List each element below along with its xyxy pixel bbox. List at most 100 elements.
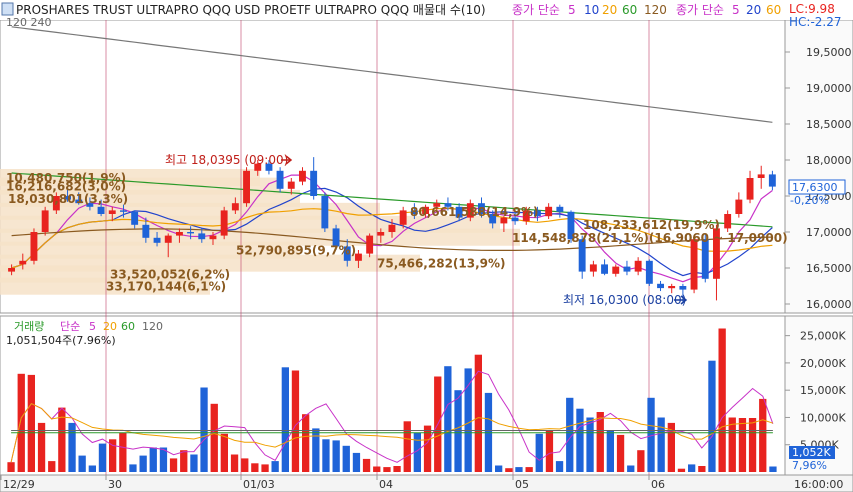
chart-title: PROSHARES TRUST ULTRAPRO QQQ USD PROETF … xyxy=(16,3,486,17)
volume-bar xyxy=(464,368,472,472)
volume-bar xyxy=(423,425,432,472)
ma5-line xyxy=(11,174,773,283)
volume-bar xyxy=(119,432,127,472)
volume-bar xyxy=(332,440,340,472)
candle-body xyxy=(478,203,485,214)
candle-body xyxy=(466,203,474,218)
candle-body xyxy=(287,181,295,189)
volume-ma5-line xyxy=(10,370,774,463)
volume-bar xyxy=(373,466,381,472)
volume-profile-label: 16,216,682(3,0%) xyxy=(6,180,126,194)
volume-bar xyxy=(606,430,614,472)
current-price-box xyxy=(788,179,846,195)
settings-icon[interactable] xyxy=(1,2,14,16)
price-tick-label: 17,0000 xyxy=(806,226,852,239)
volume-bar xyxy=(759,398,767,472)
candle-body xyxy=(30,232,38,261)
ma60-legend: 60 xyxy=(622,3,637,17)
volume-moving-averages xyxy=(10,370,774,463)
ma2-60-legend: 60 xyxy=(766,3,781,17)
volume-panel xyxy=(0,315,786,476)
time-tick-label: 01/03 xyxy=(243,478,275,491)
time-tick-label: 04 xyxy=(379,478,393,491)
price-tick-label: 19,5000 xyxy=(806,46,852,59)
volume-profile-band xyxy=(0,202,380,220)
volume-ma20-line xyxy=(10,402,774,463)
candle-body xyxy=(724,214,732,229)
volume-profile-label: 114,548,878(21,1%)(16,9060 ~ 17,0900) xyxy=(512,231,788,245)
candle-body xyxy=(545,206,553,217)
volume-bar xyxy=(657,417,665,472)
candle-body xyxy=(299,170,306,182)
volume-bar xyxy=(261,464,269,472)
volume-bar xyxy=(109,439,117,472)
candle-body xyxy=(220,210,228,236)
volume-bar xyxy=(68,422,76,472)
volume-bar xyxy=(291,370,300,472)
volume-profile-label: 33,520,052(6,2%) xyxy=(110,267,230,281)
ma2-legend-label: 종가 단순 xyxy=(676,3,724,17)
current-volume-box xyxy=(789,446,835,459)
candle-body xyxy=(164,235,172,243)
volume-profile-label: 108,233,612(19,9%) xyxy=(583,218,720,232)
volume-bar xyxy=(616,434,625,472)
volume-bar xyxy=(180,450,188,472)
volume-bar xyxy=(708,360,716,472)
volume-bar xyxy=(454,390,462,472)
volume-bar xyxy=(525,467,533,472)
candle-body xyxy=(556,206,564,212)
volume-bar xyxy=(48,461,56,472)
candle-body xyxy=(522,210,530,222)
volume-bar xyxy=(190,454,198,472)
volume-ma5: 5 xyxy=(89,320,96,333)
volume-bar xyxy=(129,464,137,472)
time-axis-ticks: 12/29 30 01/03 04 05 06 16:00:00 xyxy=(0,475,843,491)
volume-bar xyxy=(444,366,452,472)
volume-bar xyxy=(251,463,259,472)
candle-body xyxy=(489,214,497,224)
candle-body xyxy=(578,239,586,272)
candle-body xyxy=(690,239,698,290)
candle-body xyxy=(601,264,608,274)
candle-body xyxy=(399,210,407,225)
volume-bar xyxy=(342,445,350,472)
price-tick-label: 16,5000 xyxy=(806,262,852,275)
candle-body xyxy=(679,286,687,290)
volume-bar xyxy=(362,458,371,472)
volume-bar xyxy=(241,458,249,472)
volume-ma120: 120 xyxy=(142,320,163,333)
volume-profile-label: 80,661,588(14,9%) xyxy=(410,205,539,219)
volume-bar xyxy=(312,428,320,472)
candle-body xyxy=(254,163,262,171)
candle-body xyxy=(735,199,743,214)
volume-bar xyxy=(302,414,310,472)
volume-bar xyxy=(748,418,757,472)
candle-body xyxy=(75,199,83,204)
candle-body xyxy=(231,203,239,211)
low-arrow-icon xyxy=(674,295,688,305)
volume-profile-band xyxy=(0,277,210,295)
time-tick-label: 05 xyxy=(515,478,529,491)
candle-body xyxy=(19,260,27,265)
volume-bar xyxy=(596,412,604,472)
volume-bar xyxy=(637,450,645,472)
ma60-line xyxy=(11,172,773,228)
candle-body xyxy=(310,170,318,196)
time-tick-label: 30 xyxy=(108,478,122,491)
volume-bar xyxy=(677,468,686,472)
volume-bar xyxy=(586,417,594,472)
volume-bar xyxy=(688,464,696,472)
volume-profile-label: 52,790,895(9,7%) xyxy=(236,244,356,258)
volume-tick-label: 15,000K xyxy=(800,384,846,397)
candle-body xyxy=(612,266,620,274)
current-change: -0,20% xyxy=(790,194,829,207)
candle-body xyxy=(634,260,642,272)
hc-value: HC:-2.27 xyxy=(789,15,842,29)
volume-bar xyxy=(98,443,107,472)
candle-body xyxy=(131,211,139,225)
candle-body xyxy=(757,174,765,178)
candle-body xyxy=(120,210,127,212)
candle-body xyxy=(433,203,441,207)
candle-body xyxy=(142,224,150,238)
volume-tick-label: 20,000K xyxy=(800,357,846,370)
